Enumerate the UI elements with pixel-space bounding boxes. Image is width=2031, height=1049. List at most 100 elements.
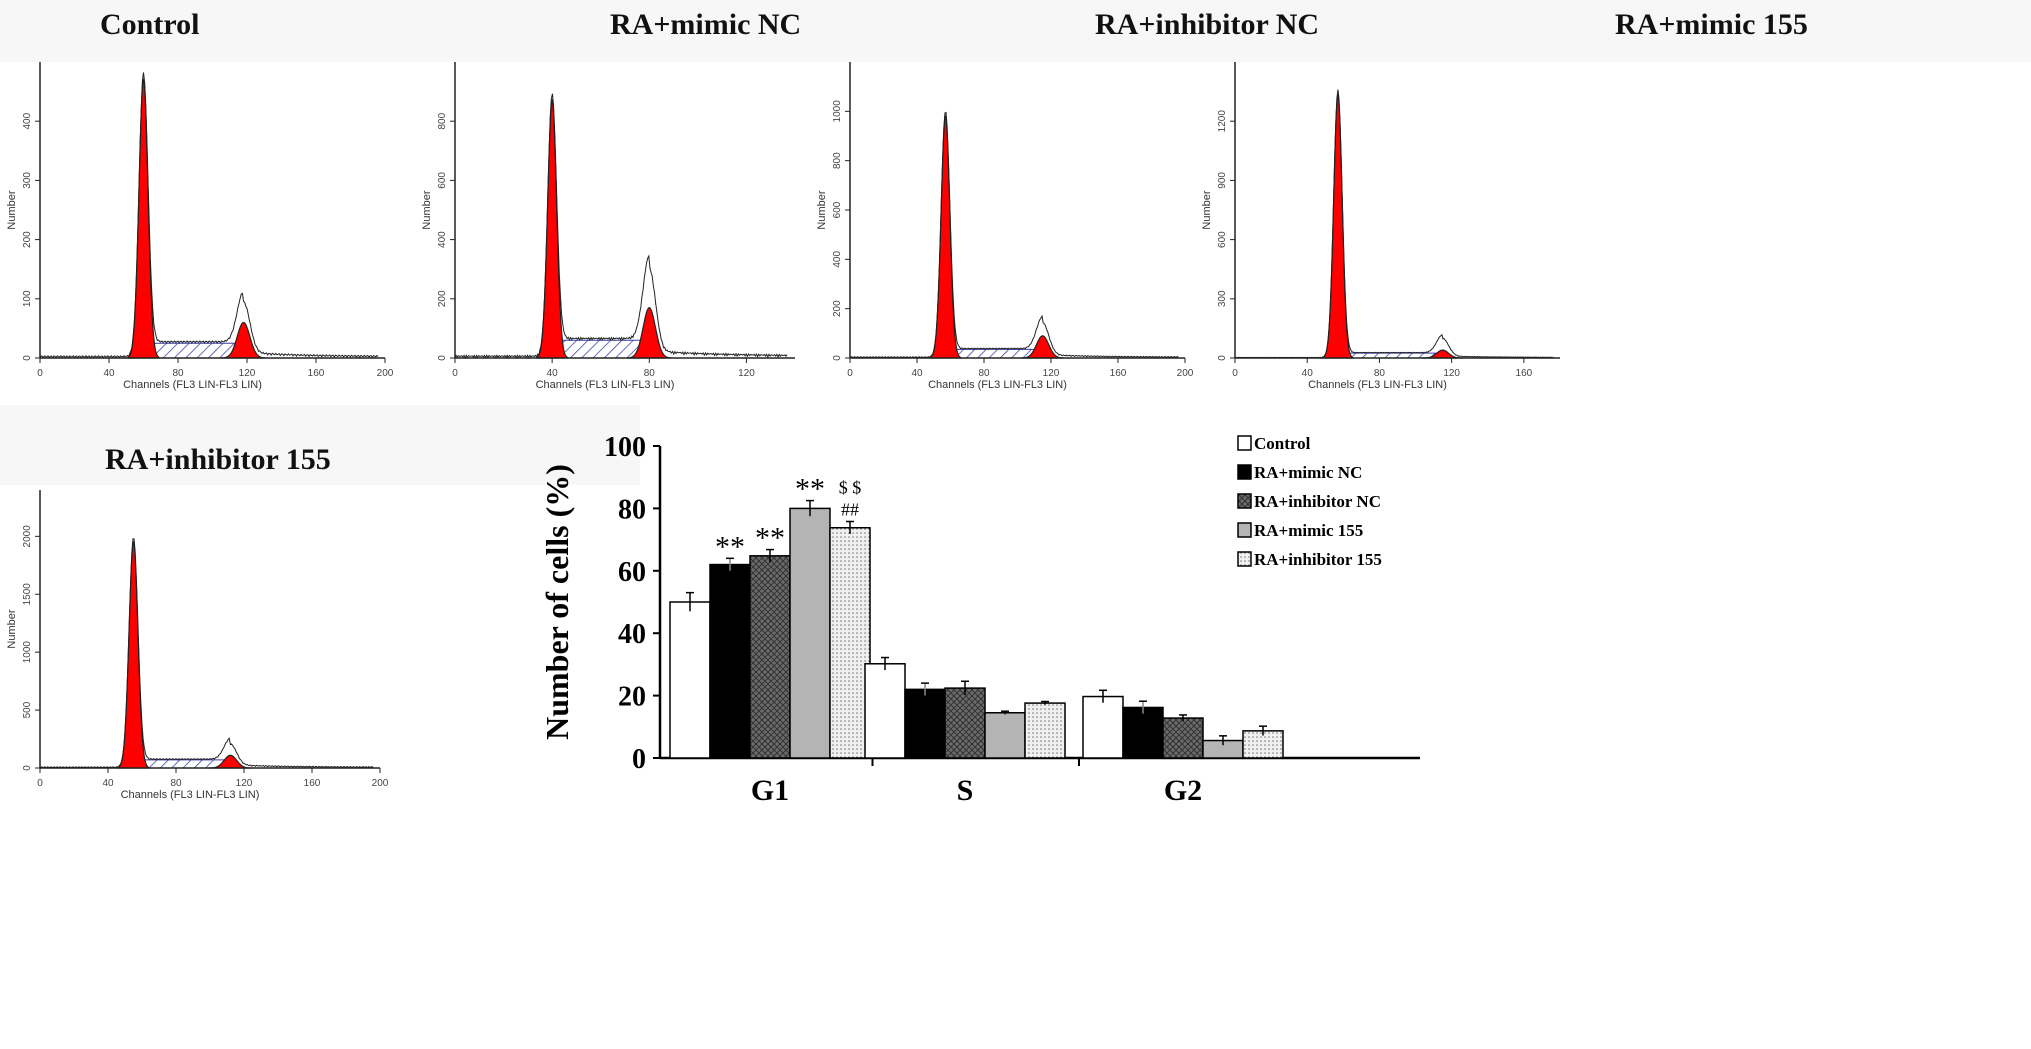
y-tick-label: 100 xyxy=(22,290,33,307)
bar-y-tick-label: 40 xyxy=(618,619,646,650)
legend-swatch xyxy=(1237,493,1252,509)
y-tick-label: 400 xyxy=(437,231,448,248)
g2-peak xyxy=(220,321,266,359)
bar-y-tick-label: 100 xyxy=(604,432,646,463)
x-tick-label: 160 xyxy=(308,368,325,379)
x-tick-label: 0 xyxy=(37,778,43,789)
x-axis-label: Channels (FL3 LIN-FL3 LIN) xyxy=(1308,379,1447,391)
y-axis-label: Number xyxy=(1201,190,1213,229)
x-tick-label: 40 xyxy=(1302,368,1314,379)
y-tick-label: 900 xyxy=(1217,172,1228,189)
y-tick-label: 1000 xyxy=(832,100,843,123)
x-tick-label: 0 xyxy=(1232,368,1238,379)
x-axis-label: Channels (FL3 LIN-FL3 LIN) xyxy=(928,379,1067,391)
y-tick-label: 0 xyxy=(832,355,843,361)
x-tick-label: 80 xyxy=(644,368,656,379)
x-tick-label: 0 xyxy=(452,368,458,379)
legend-label: RA+mimic NC xyxy=(1254,463,1362,482)
x-tick-label: 0 xyxy=(847,368,853,379)
y-tick-label: 600 xyxy=(437,172,448,189)
significance-mark: ** xyxy=(715,530,745,563)
x-tick-label: 40 xyxy=(103,368,115,379)
bar xyxy=(1024,702,1066,759)
raw-histogram-line xyxy=(1234,89,1554,359)
x-tick-label: 0 xyxy=(37,368,43,379)
bar xyxy=(709,563,751,759)
y-tick-label: 200 xyxy=(832,300,843,317)
y-tick-label: 500 xyxy=(22,701,33,718)
y-tick-label: 1500 xyxy=(22,583,33,606)
x-tick-label: 80 xyxy=(1374,368,1386,379)
x-tick-label: 40 xyxy=(102,778,114,789)
g1-peak xyxy=(536,98,569,359)
legend-label: RA+mimic 155 xyxy=(1254,521,1363,540)
y-tick-label: 0 xyxy=(1217,355,1228,361)
y-tick-label: 0 xyxy=(22,355,33,361)
legend-swatch xyxy=(1237,464,1252,480)
panel-title-inhibitor-155: RA+inhibitor 155 xyxy=(105,443,331,476)
bar xyxy=(829,526,871,759)
raw-histogram-line xyxy=(39,538,374,769)
legend-swatch xyxy=(1237,551,1252,567)
bar xyxy=(944,687,986,759)
y-tick-label: 1200 xyxy=(1217,110,1228,133)
x-tick-label: 120 xyxy=(1043,368,1060,379)
significance-mark: ## xyxy=(841,500,859,520)
bar xyxy=(904,688,946,759)
y-tick-label: 600 xyxy=(832,201,843,218)
panel-title-mimic-nc: RA+mimic NC xyxy=(610,8,802,41)
x-tick-label: 200 xyxy=(1177,368,1194,379)
x-tick-label: 200 xyxy=(372,778,389,789)
y-axis-label: Number xyxy=(816,190,828,229)
y-tick-label: 300 xyxy=(22,172,33,189)
x-axis-label: Channels (FL3 LIN-FL3 LIN) xyxy=(123,379,262,391)
x-tick-label: 120 xyxy=(236,778,253,789)
x-tick-label: 160 xyxy=(304,778,321,789)
x-tick-label: 80 xyxy=(170,778,182,789)
legend-label: Control xyxy=(1254,434,1311,453)
raw-histogram-line xyxy=(454,93,788,360)
y-axis-label: Number xyxy=(6,609,18,648)
raw-histogram-line xyxy=(39,72,379,359)
bar xyxy=(1162,717,1204,759)
legend-swatch xyxy=(1237,522,1252,538)
panel-title-inhibitor-nc: RA+inhibitor NC xyxy=(1095,8,1320,41)
bar xyxy=(749,555,791,759)
bar xyxy=(984,712,1026,759)
significance-mark: ** xyxy=(795,473,825,506)
y-tick-label: 1000 xyxy=(22,641,33,664)
legend-swatch xyxy=(1237,435,1252,451)
bar xyxy=(789,507,831,759)
legend-label: RA+inhibitor 155 xyxy=(1254,550,1382,569)
g1-peak xyxy=(117,540,151,769)
bar-y-tick-label: 80 xyxy=(618,494,646,525)
x-tick-label: 80 xyxy=(978,368,990,379)
x-axis-label: Channels (FL3 LIN-FL3 LIN) xyxy=(536,379,675,391)
bar-category-label: S xyxy=(957,774,974,807)
raw-histogram-line xyxy=(849,111,1179,359)
bar-category-label: G2 xyxy=(1164,774,1202,807)
x-tick-label: 120 xyxy=(239,368,256,379)
bar xyxy=(1082,695,1124,759)
y-tick-label: 200 xyxy=(22,231,33,248)
g2-peak xyxy=(627,307,672,359)
x-tick-label: 160 xyxy=(1516,368,1533,379)
y-tick-label: 0 xyxy=(22,765,33,771)
y-tick-label: 400 xyxy=(22,112,33,129)
panel-title-control: Control xyxy=(100,8,200,41)
y-tick-label: 2000 xyxy=(22,525,33,548)
bar xyxy=(1122,706,1164,759)
title-band xyxy=(0,0,2031,62)
g1-peak xyxy=(1322,93,1354,359)
x-tick-label: 80 xyxy=(172,368,184,379)
title-band-2 xyxy=(0,405,640,485)
g2-peak xyxy=(1020,335,1065,359)
x-tick-label: 120 xyxy=(738,368,755,379)
bar xyxy=(864,663,906,759)
x-axis-label: Channels (FL3 LIN-FL3 LIN) xyxy=(121,789,260,801)
y-tick-label: 800 xyxy=(437,112,448,129)
g1-peak xyxy=(127,77,161,359)
legend-label: RA+inhibitor NC xyxy=(1254,492,1381,511)
